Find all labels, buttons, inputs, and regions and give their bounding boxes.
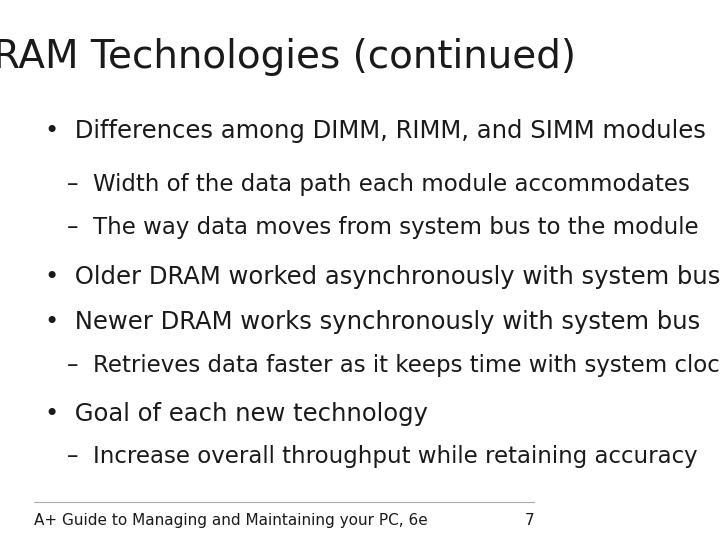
Text: •  Differences among DIMM, RIMM, and SIMM modules: • Differences among DIMM, RIMM, and SIMM… [45,119,706,143]
Text: •  Older DRAM worked asynchronously with system bus: • Older DRAM worked asynchronously with … [45,265,720,288]
Text: A+ Guide to Managing and Maintaining your PC, 6e: A+ Guide to Managing and Maintaining you… [35,513,428,528]
Text: –  Increase overall throughput while retaining accuracy: – Increase overall throughput while reta… [67,446,698,469]
Text: 7: 7 [525,513,534,528]
Text: •  Goal of each new technology: • Goal of each new technology [45,402,428,426]
Text: –  Width of the data path each module accommodates: – Width of the data path each module acc… [67,173,690,196]
Text: –  Retrieves data faster as it keeps time with system clock: – Retrieves data faster as it keeps time… [67,354,720,377]
Text: –  The way data moves from system bus to the module: – The way data moves from system bus to … [67,216,698,239]
Text: RAM Technologies (continued): RAM Technologies (continued) [0,38,576,76]
Text: •  Newer DRAM works synchronously with system bus: • Newer DRAM works synchronously with sy… [45,310,701,334]
